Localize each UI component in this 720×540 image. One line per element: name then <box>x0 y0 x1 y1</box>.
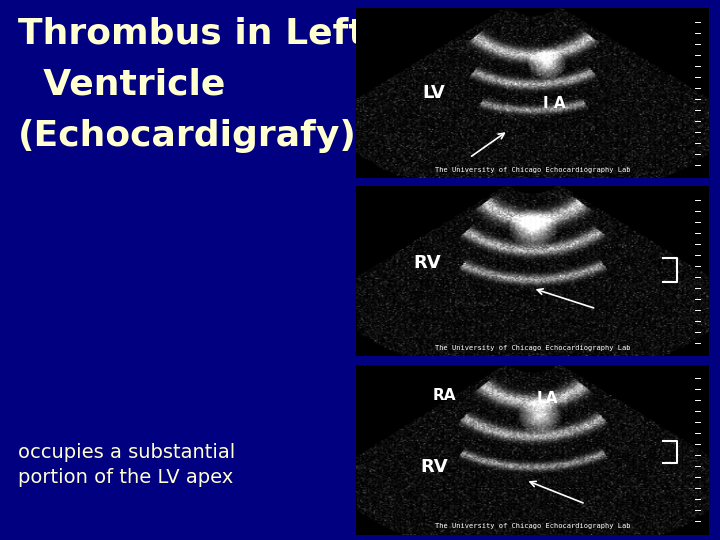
Text: LA: LA <box>536 391 557 406</box>
Text: Thrombus in Left: Thrombus in Left <box>18 16 366 50</box>
Text: (Echocardigrafy): (Echocardigrafy) <box>18 119 357 153</box>
Text: The University of Chicago Echocardiography Lab: The University of Chicago Echocardiograp… <box>435 523 631 530</box>
Text: RV: RV <box>420 457 448 476</box>
Text: RV: RV <box>413 254 441 272</box>
Text: The University of Chicago Echocardiography Lab: The University of Chicago Echocardiograp… <box>435 345 631 352</box>
Text: I A: I A <box>543 96 565 111</box>
Text: Ventricle: Ventricle <box>18 68 225 102</box>
Text: occupies a substantial
portion of the LV apex: occupies a substantial portion of the LV… <box>18 443 235 487</box>
Text: RA: RA <box>433 388 456 403</box>
Text: The University of Chicago Echocardiography Lab: The University of Chicago Echocardiograp… <box>435 167 631 173</box>
Text: LV: LV <box>423 84 446 102</box>
